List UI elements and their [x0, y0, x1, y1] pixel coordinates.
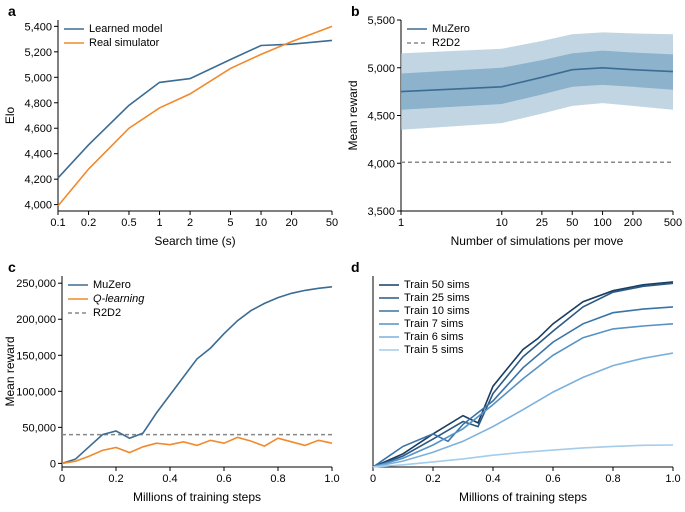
chart-d: d00.20.40.60.81.0Millions of training st… [343, 256, 685, 507]
x-tick-label: 0.2 [108, 473, 123, 485]
y-tick-label: 4,400 [24, 149, 52, 161]
x-tick-label: 0.5 [121, 217, 136, 229]
y-tick-label: 5,000 [367, 63, 395, 75]
panel-d: d00.20.40.60.81.0Millions of training st… [343, 256, 685, 512]
x-tick-label: 100 [593, 217, 611, 229]
panel-a: a 0.1 0.2 0.5 1 2 5 10 20 50 4,000 4,200 4,400 4,600 4… [0, 0, 343, 256]
y-tick-label: 5,400 [24, 21, 52, 33]
panel-letter: b [351, 3, 360, 19]
legend-label: Train 6 sims [404, 331, 464, 343]
y-tick-label: 50,000 [22, 422, 56, 434]
x-tick-label: 1.0 [324, 473, 339, 485]
y-tick-label: 4,500 [367, 111, 395, 123]
y-tick-label: 4,600 [24, 123, 52, 135]
chart-c: c 0 0.2 0.4 0.6 0.8 1.0 0 50,000 100,000 150,000 20… [0, 256, 342, 507]
x-tick-label: 5 [227, 217, 233, 229]
x-tick-label: 0.6 [545, 473, 560, 485]
y-tick-label: 3,500 [367, 206, 395, 218]
y-axis-title: Mean reward [346, 80, 360, 150]
y-tick-label: 4,800 [24, 98, 52, 110]
y-tick-label: 5,500 [367, 15, 395, 27]
y-tick-label: 0 [50, 458, 56, 470]
x-tick-label: 0.2 [425, 473, 440, 485]
y-tick-label: 100,000 [16, 386, 56, 398]
x-axis-title: Search time (s) [154, 234, 235, 248]
legend-label: Train 25 sims [404, 292, 470, 304]
legend-label: Q-learning [93, 293, 145, 305]
x-tick-label: 50 [566, 217, 578, 229]
x-tick-label: 1 [397, 217, 403, 229]
x-tick-label: 0 [369, 473, 375, 485]
panel-letter: d [351, 259, 360, 275]
panel-c: c 0 0.2 0.4 0.6 0.8 1.0 0 50,000 100,000 150,000 20… [0, 256, 343, 512]
x-tick-label: 500 [663, 217, 681, 229]
y-axis-title: Elo [3, 107, 17, 125]
legend-label: R2D2 [93, 307, 121, 319]
x-tick-label: 1 [156, 217, 162, 229]
y-tick-label: 4,200 [24, 174, 52, 186]
x-tick-label: 2 [187, 217, 193, 229]
chart-a: a 0.1 0.2 0.5 1 2 5 10 20 50 4,000 4,200 4,400 4,600 4… [0, 0, 342, 251]
x-tick-label: 0.8 [605, 473, 620, 485]
x-tick-label: 0 [59, 473, 65, 485]
y-axis-title: Mean reward [3, 336, 17, 406]
series-q-learning [62, 437, 332, 463]
series-real-simulator [58, 26, 332, 206]
y-tick-label: 150,000 [16, 350, 56, 362]
legend-label: MuZero [93, 279, 131, 291]
x-tick-label: 10 [255, 217, 267, 229]
x-tick-label: 200 [623, 217, 641, 229]
legend-label: Train 10 sims [404, 305, 470, 317]
series-train-sims [373, 353, 673, 467]
y-tick-label: 250,000 [16, 278, 56, 290]
x-tick-label: 0.8 [270, 473, 285, 485]
x-tick-label: 1.0 [665, 473, 680, 485]
panel-b: b 1 10 25 50 100 200 500 3,500 4,000 4,500 5,000 5,5… [343, 0, 685, 256]
x-tick-label: 25 [535, 217, 547, 229]
x-tick-label: 10 [495, 217, 507, 229]
figure-grid: a0.10.20.51251020504,0004,2004,4004,6004… [0, 0, 685, 502]
y-tick-label: 5,000 [24, 72, 52, 84]
legend-label: Train 50 sims [404, 279, 470, 291]
x-tick-label: 0.2 [81, 217, 96, 229]
x-tick-label: 20 [285, 217, 297, 229]
legend-label: Learned model [89, 23, 162, 35]
legend-label: Real simulator [89, 37, 160, 49]
legend-label: Train 5 sims [404, 344, 464, 356]
x-axis-title: Number of simulations per move [450, 234, 623, 248]
y-tick-label: 200,000 [16, 314, 56, 326]
y-tick-label: 5,200 [24, 47, 52, 59]
legend-label: MuZero [432, 23, 470, 35]
x-tick-label: 0.4 [485, 473, 500, 485]
panel-letter: c [8, 259, 16, 275]
x-tick-label: 0.4 [162, 473, 177, 485]
y-tick-label: 4,000 [24, 200, 52, 212]
y-tick-label: 4,000 [367, 158, 395, 170]
x-tick-label: 0.6 [216, 473, 231, 485]
legend-label: Train 7 sims [404, 318, 464, 330]
x-tick-label: 50 [326, 217, 338, 229]
x-tick-label: 0.1 [50, 217, 65, 229]
legend-label: R2D2 [432, 37, 460, 49]
panel-letter: a [8, 3, 16, 19]
chart-b: b 1 10 25 50 100 200 500 3,500 4,000 4,500 5,000 5,5… [343, 0, 685, 251]
